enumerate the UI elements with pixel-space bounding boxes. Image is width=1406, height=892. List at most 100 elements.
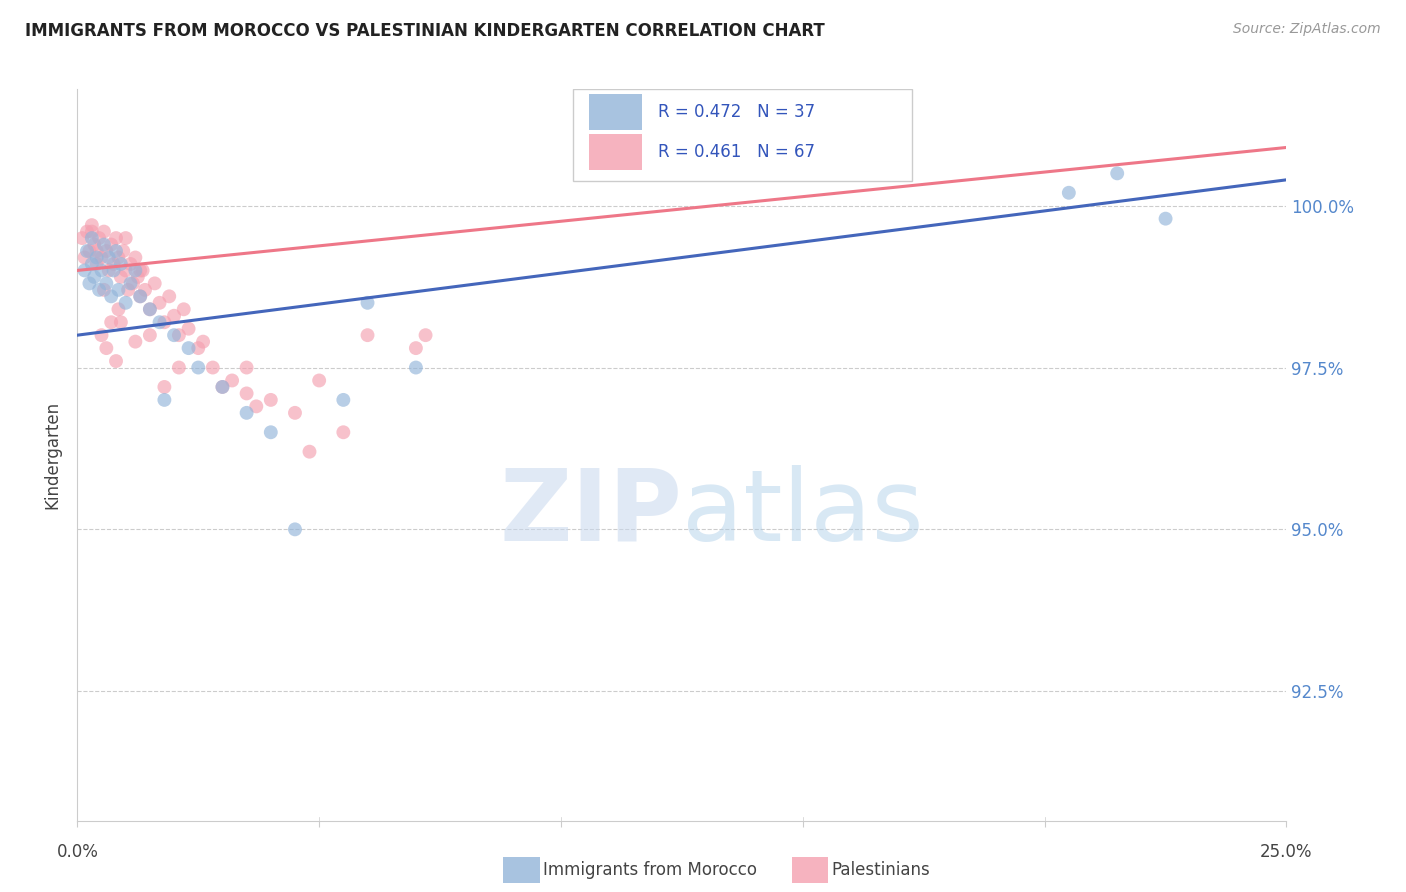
- Point: [79, 244, 101, 258]
- Point: [103, 263, 125, 277]
- Point: [134, 283, 156, 297]
- Point: [332, 392, 354, 407]
- Point: [167, 328, 190, 343]
- Point: [86, 244, 108, 258]
- Point: [143, 277, 166, 291]
- Point: [103, 257, 125, 271]
- Point: [415, 328, 437, 343]
- Text: 25.0%: 25.0%: [1260, 843, 1313, 861]
- Point: [114, 231, 136, 245]
- Point: [177, 321, 200, 335]
- Point: [235, 406, 257, 420]
- Text: atlas: atlas: [682, 465, 924, 562]
- Point: [96, 277, 118, 291]
- Text: IMMIGRANTS FROM MOROCCO VS PALESTINIAN KINDERGARTEN CORRELATION CHART: IMMIGRANTS FROM MOROCCO VS PALESTINIAN K…: [25, 22, 825, 40]
- Point: [148, 315, 170, 329]
- Text: R = 0.461   N = 67: R = 0.461 N = 67: [658, 143, 814, 161]
- Point: [356, 328, 378, 343]
- Point: [235, 386, 257, 401]
- Point: [173, 302, 195, 317]
- Point: [187, 341, 209, 355]
- Point: [284, 522, 307, 536]
- Point: [221, 374, 243, 388]
- Point: [76, 244, 98, 258]
- Point: [1107, 166, 1129, 180]
- Point: [107, 283, 129, 297]
- Point: [284, 406, 307, 420]
- Point: [80, 218, 103, 232]
- Point: [260, 425, 283, 440]
- Point: [110, 257, 132, 271]
- Point: [211, 380, 233, 394]
- Point: [96, 341, 118, 355]
- Point: [153, 380, 176, 394]
- Point: [100, 315, 122, 329]
- Point: [100, 289, 122, 303]
- Point: [79, 277, 101, 291]
- Point: [1057, 186, 1080, 200]
- Text: Palestinians: Palestinians: [831, 861, 929, 879]
- Point: [124, 334, 146, 349]
- Point: [131, 263, 153, 277]
- Point: [105, 354, 128, 368]
- Point: [163, 328, 186, 343]
- Point: [90, 251, 112, 265]
- Point: [127, 269, 149, 284]
- Point: [405, 360, 427, 375]
- Point: [308, 374, 330, 388]
- Point: [153, 392, 176, 407]
- Point: [107, 251, 129, 265]
- Point: [93, 237, 115, 252]
- Point: [332, 425, 354, 440]
- Point: [93, 283, 115, 297]
- Point: [112, 244, 135, 258]
- Point: [83, 269, 105, 284]
- Point: [96, 244, 118, 258]
- Point: [93, 225, 115, 239]
- Text: Source: ZipAtlas.com: Source: ZipAtlas.com: [1233, 22, 1381, 37]
- Point: [97, 251, 120, 265]
- Point: [73, 251, 96, 265]
- Point: [129, 289, 152, 303]
- Point: [87, 283, 110, 297]
- Point: [120, 277, 142, 291]
- Text: R = 0.472   N = 37: R = 0.472 N = 37: [658, 103, 815, 120]
- Point: [70, 231, 93, 245]
- Point: [90, 263, 112, 277]
- Text: ZIP: ZIP: [499, 465, 682, 562]
- Point: [110, 269, 132, 284]
- Point: [114, 263, 136, 277]
- Point: [157, 289, 180, 303]
- Point: [211, 380, 233, 394]
- Point: [86, 251, 108, 265]
- Point: [86, 257, 108, 271]
- Point: [122, 277, 145, 291]
- Point: [80, 225, 103, 239]
- Point: [191, 334, 214, 349]
- Point: [148, 295, 170, 310]
- FancyBboxPatch shape: [589, 134, 643, 170]
- Point: [139, 302, 162, 317]
- Point: [110, 315, 132, 329]
- Point: [105, 244, 128, 258]
- Point: [100, 237, 122, 252]
- Point: [83, 237, 105, 252]
- Point: [1154, 211, 1177, 226]
- Text: Immigrants from Morocco: Immigrants from Morocco: [543, 861, 756, 879]
- Point: [177, 341, 200, 355]
- Point: [245, 400, 267, 414]
- Y-axis label: Kindergarten: Kindergarten: [44, 401, 62, 509]
- Point: [124, 251, 146, 265]
- Point: [163, 309, 186, 323]
- Point: [76, 225, 98, 239]
- Text: 0.0%: 0.0%: [56, 843, 98, 861]
- Point: [129, 263, 152, 277]
- Point: [90, 328, 112, 343]
- Point: [80, 257, 103, 271]
- Point: [405, 341, 427, 355]
- Point: [80, 231, 103, 245]
- Point: [114, 295, 136, 310]
- Point: [167, 360, 190, 375]
- Point: [139, 328, 162, 343]
- Point: [139, 302, 162, 317]
